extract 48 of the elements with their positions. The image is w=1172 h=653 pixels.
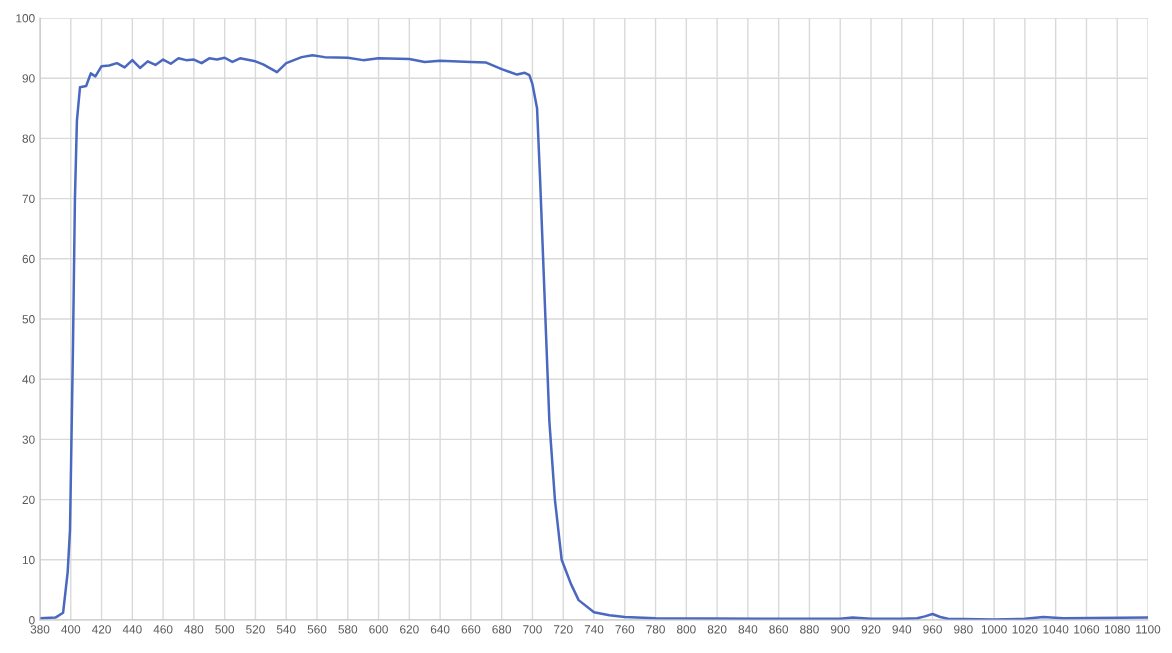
x-tick-label: 860	[769, 625, 789, 634]
x-tick-label: 580	[338, 625, 358, 634]
x-tick-label: 900	[830, 625, 850, 634]
y-tick-label: 50	[22, 315, 35, 324]
x-tick-label: 500	[215, 625, 235, 634]
x-tick-label: 920	[861, 625, 881, 634]
x-tick-label: 1100	[1136, 625, 1161, 634]
x-tick-label: 1020	[1012, 625, 1038, 634]
x-tick-label: 420	[91, 625, 111, 634]
x-tick-label: 680	[492, 625, 512, 634]
x-tick-label: 440	[122, 625, 142, 634]
y-tick-label: 10	[22, 555, 35, 565]
x-tick-label: 780	[646, 625, 665, 634]
y-tick-label: 70	[22, 194, 35, 203]
x-tick-label: 400	[61, 625, 81, 634]
y-tick-label: 80	[22, 134, 35, 143]
x-tick-label: 600	[369, 625, 388, 634]
x-tick-label: 740	[584, 625, 604, 634]
x-tick-label: 960	[923, 625, 942, 634]
x-tick-label: 520	[246, 625, 265, 634]
x-tick-label: 660	[461, 625, 481, 634]
y-tick-label: 60	[22, 254, 35, 264]
x-tick-label: 380	[30, 625, 50, 634]
x-tick-label: 1060	[1074, 625, 1100, 634]
x-tick-label: 940	[892, 625, 912, 634]
x-tick-label: 820	[707, 625, 727, 634]
y-tick-label: 90	[22, 74, 35, 83]
y-tick-label: 40	[22, 375, 35, 384]
x-tick-label: 980	[954, 625, 973, 634]
y-tick-label: 100	[16, 14, 35, 23]
x-tick-label: 460	[153, 625, 173, 634]
x-tick-label: 560	[307, 625, 327, 634]
x-tick-label: 760	[615, 625, 635, 634]
x-tick-label: 880	[800, 625, 819, 634]
x-tick-label: 620	[400, 625, 419, 634]
x-tick-label: 480	[184, 625, 204, 634]
x-tick-label: 1000	[981, 625, 1007, 634]
x-tick-label: 700	[523, 625, 542, 634]
x-tick-label: 1040	[1043, 625, 1069, 634]
x-tick-label: 640	[430, 625, 450, 634]
x-tick-label: 720	[553, 625, 573, 634]
x-tick-label: 540	[276, 625, 296, 634]
y-tick-label: 20	[22, 495, 35, 504]
y-tick-label: 30	[22, 435, 35, 444]
x-tick-label: 800	[677, 625, 696, 634]
y-tick-label: 0	[29, 616, 35, 625]
x-tick-label: 1080	[1104, 625, 1130, 634]
x-tick-label: 840	[738, 625, 758, 634]
